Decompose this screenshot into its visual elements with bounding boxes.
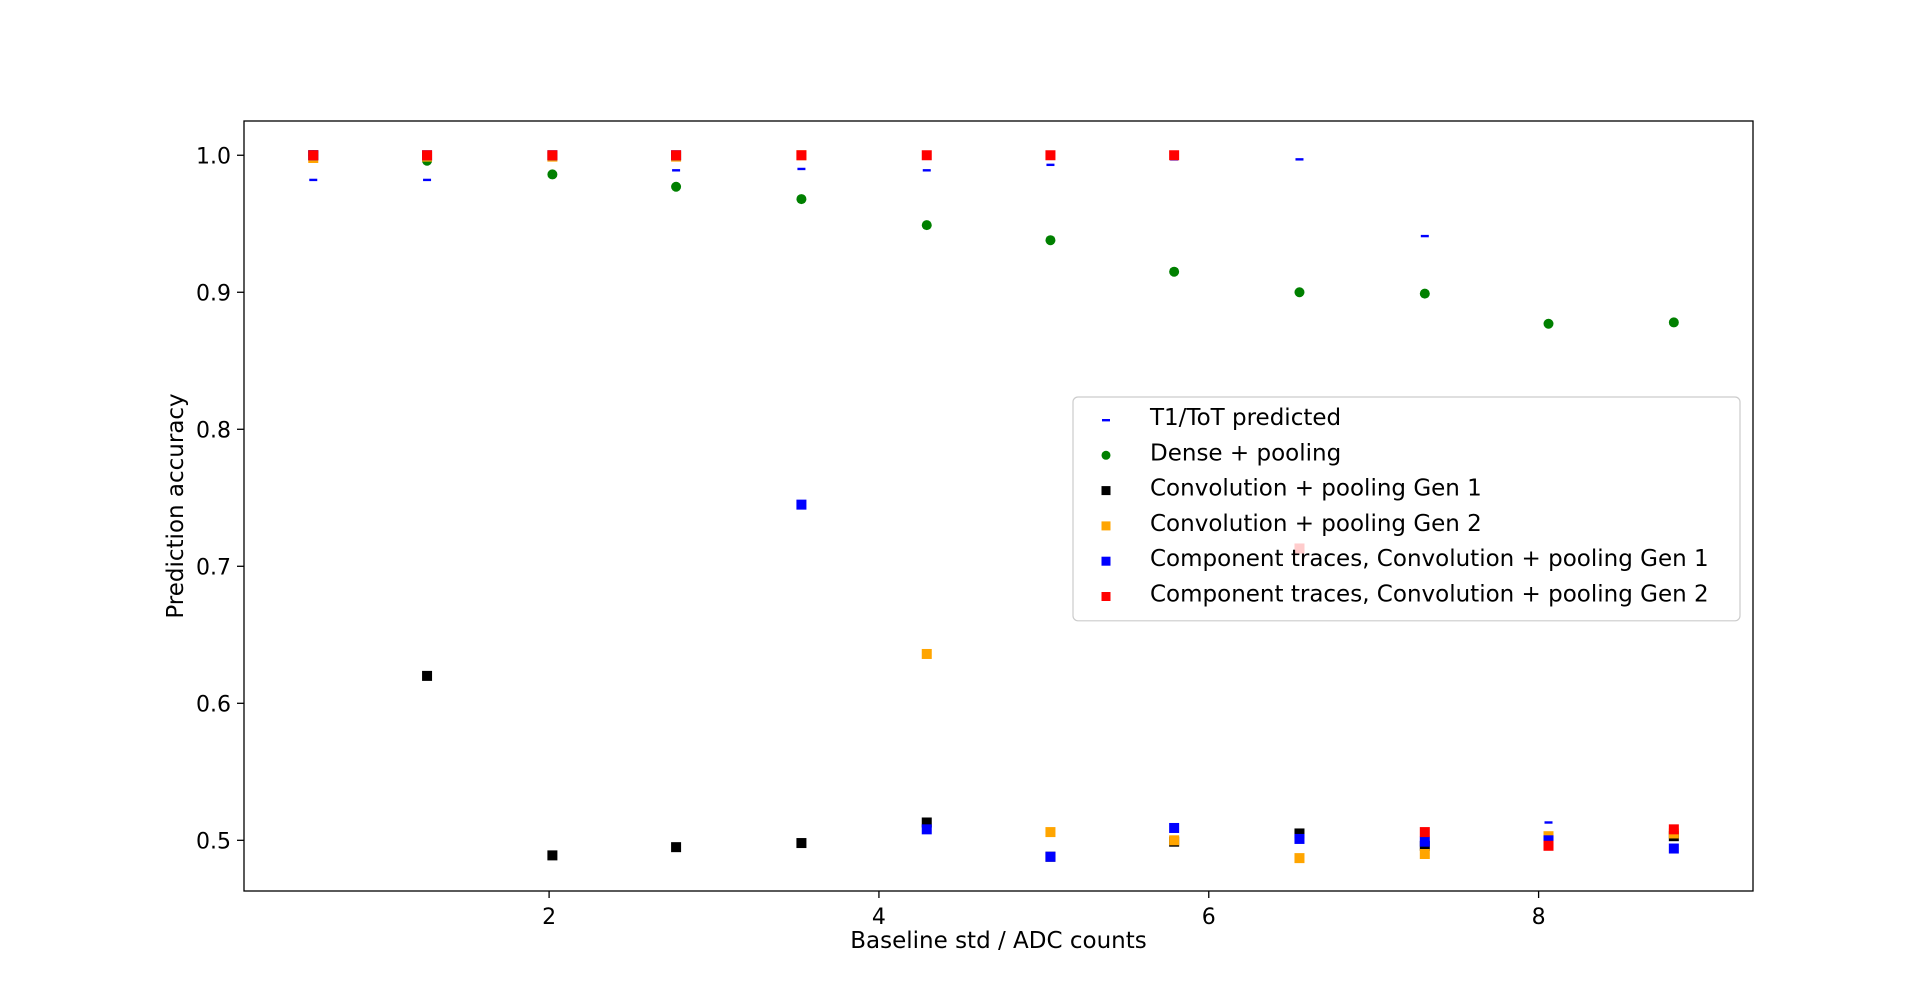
data-marks xyxy=(308,150,1679,864)
legend-item: Dense + pooling xyxy=(1101,440,1341,466)
data-point xyxy=(547,150,558,161)
data-point xyxy=(1668,843,1679,854)
y-tick-label: 0.8 xyxy=(196,418,231,443)
x-tick-label: 8 xyxy=(1532,905,1546,930)
legend-marker xyxy=(1102,419,1110,422)
series-dense-pooling xyxy=(308,150,1679,329)
data-point xyxy=(1294,287,1305,298)
x-tick-label: 2 xyxy=(542,905,556,930)
data-point xyxy=(1295,158,1304,161)
legend-marker xyxy=(1101,486,1111,496)
legend-label: Component traces, Convolution + pooling … xyxy=(1150,582,1709,608)
y-tick-label: 0.6 xyxy=(196,692,231,717)
data-point xyxy=(1419,836,1430,847)
data-point xyxy=(1169,822,1180,833)
data-point xyxy=(308,150,319,161)
legend-item: Convolution + pooling Gen 1 xyxy=(1101,476,1482,502)
y-axis-label: Prediction accuracy xyxy=(163,393,189,618)
data-point xyxy=(921,150,932,161)
data-point xyxy=(796,150,807,161)
series-component-traces-convolution-pooling-gen-2 xyxy=(308,150,1679,851)
legend-marker xyxy=(1101,450,1111,460)
data-point xyxy=(309,178,318,182)
x-axis: 2 4 6 8 xyxy=(542,891,1546,930)
y-tick-label: 0.5 xyxy=(196,829,231,854)
legend-label: Dense + pooling xyxy=(1150,440,1341,466)
legend-label: T1/ToT predicted xyxy=(1149,405,1341,431)
data-point xyxy=(1543,318,1554,329)
data-point xyxy=(547,850,558,861)
data-point xyxy=(422,150,433,161)
data-point xyxy=(1668,824,1679,835)
data-point xyxy=(671,842,682,853)
data-point xyxy=(922,169,931,172)
x-tick-label: 6 xyxy=(1202,905,1216,930)
data-point xyxy=(921,824,932,835)
legend-label: Component traces, Convolution + pooling … xyxy=(1150,546,1709,572)
legend: T1/ToT predicted Dense + pooling Convoluti… xyxy=(1072,396,1741,622)
data-point xyxy=(1169,835,1180,846)
plot-frame xyxy=(243,120,1754,892)
y-tick-label: 1.0 xyxy=(196,144,231,169)
data-point xyxy=(1544,821,1553,824)
data-point xyxy=(1419,288,1430,299)
data-point xyxy=(1420,234,1429,238)
data-point xyxy=(422,670,433,681)
data-point xyxy=(672,169,681,172)
data-point xyxy=(1419,827,1430,838)
data-point xyxy=(796,838,807,849)
legend-marker xyxy=(1101,592,1111,601)
data-point xyxy=(796,194,807,205)
legend-box xyxy=(1072,396,1741,622)
data-point xyxy=(1294,828,1305,839)
legend-item: Convolution + pooling Gen 2 xyxy=(1101,511,1482,537)
legend-marker xyxy=(1101,556,1111,566)
data-point xyxy=(1045,827,1056,838)
data-point xyxy=(1543,840,1554,851)
y-tick-label: 0.7 xyxy=(196,555,231,580)
y-tick-label: 0.9 xyxy=(196,281,231,306)
data-point xyxy=(797,167,806,171)
data-point xyxy=(423,178,432,182)
data-point xyxy=(1045,851,1056,862)
data-point xyxy=(547,169,558,180)
legend-item: Component traces, Convolution + pooling … xyxy=(1101,546,1709,572)
data-point xyxy=(1419,849,1430,860)
data-point xyxy=(796,499,807,510)
data-point xyxy=(1294,833,1305,844)
data-point xyxy=(921,648,932,659)
data-point xyxy=(921,220,932,231)
data-point xyxy=(1045,235,1056,246)
data-point xyxy=(671,181,682,192)
data-point xyxy=(1668,317,1679,328)
legend-item: T1/ToT predicted xyxy=(1102,405,1341,431)
data-point xyxy=(1045,150,1056,161)
data-point xyxy=(1294,853,1305,864)
data-point xyxy=(1046,163,1055,167)
data-point xyxy=(671,150,682,161)
legend-label: Convolution + pooling Gen 2 xyxy=(1150,511,1482,537)
y-axis: 0.5 0.6 0.7 0.8 0.9 1.0 xyxy=(196,144,244,854)
x-axis-label: Baseline std / ADC counts xyxy=(850,928,1146,954)
data-point xyxy=(1543,835,1554,846)
x-tick-label: 4 xyxy=(872,905,886,930)
legend-marker xyxy=(1101,521,1111,531)
legend-item: Component traces, Convolution + pooling … xyxy=(1101,582,1709,608)
data-point xyxy=(921,817,932,828)
data-point xyxy=(1169,150,1180,161)
data-point xyxy=(1169,266,1180,277)
legend-label: Convolution + pooling Gen 1 xyxy=(1150,476,1482,502)
